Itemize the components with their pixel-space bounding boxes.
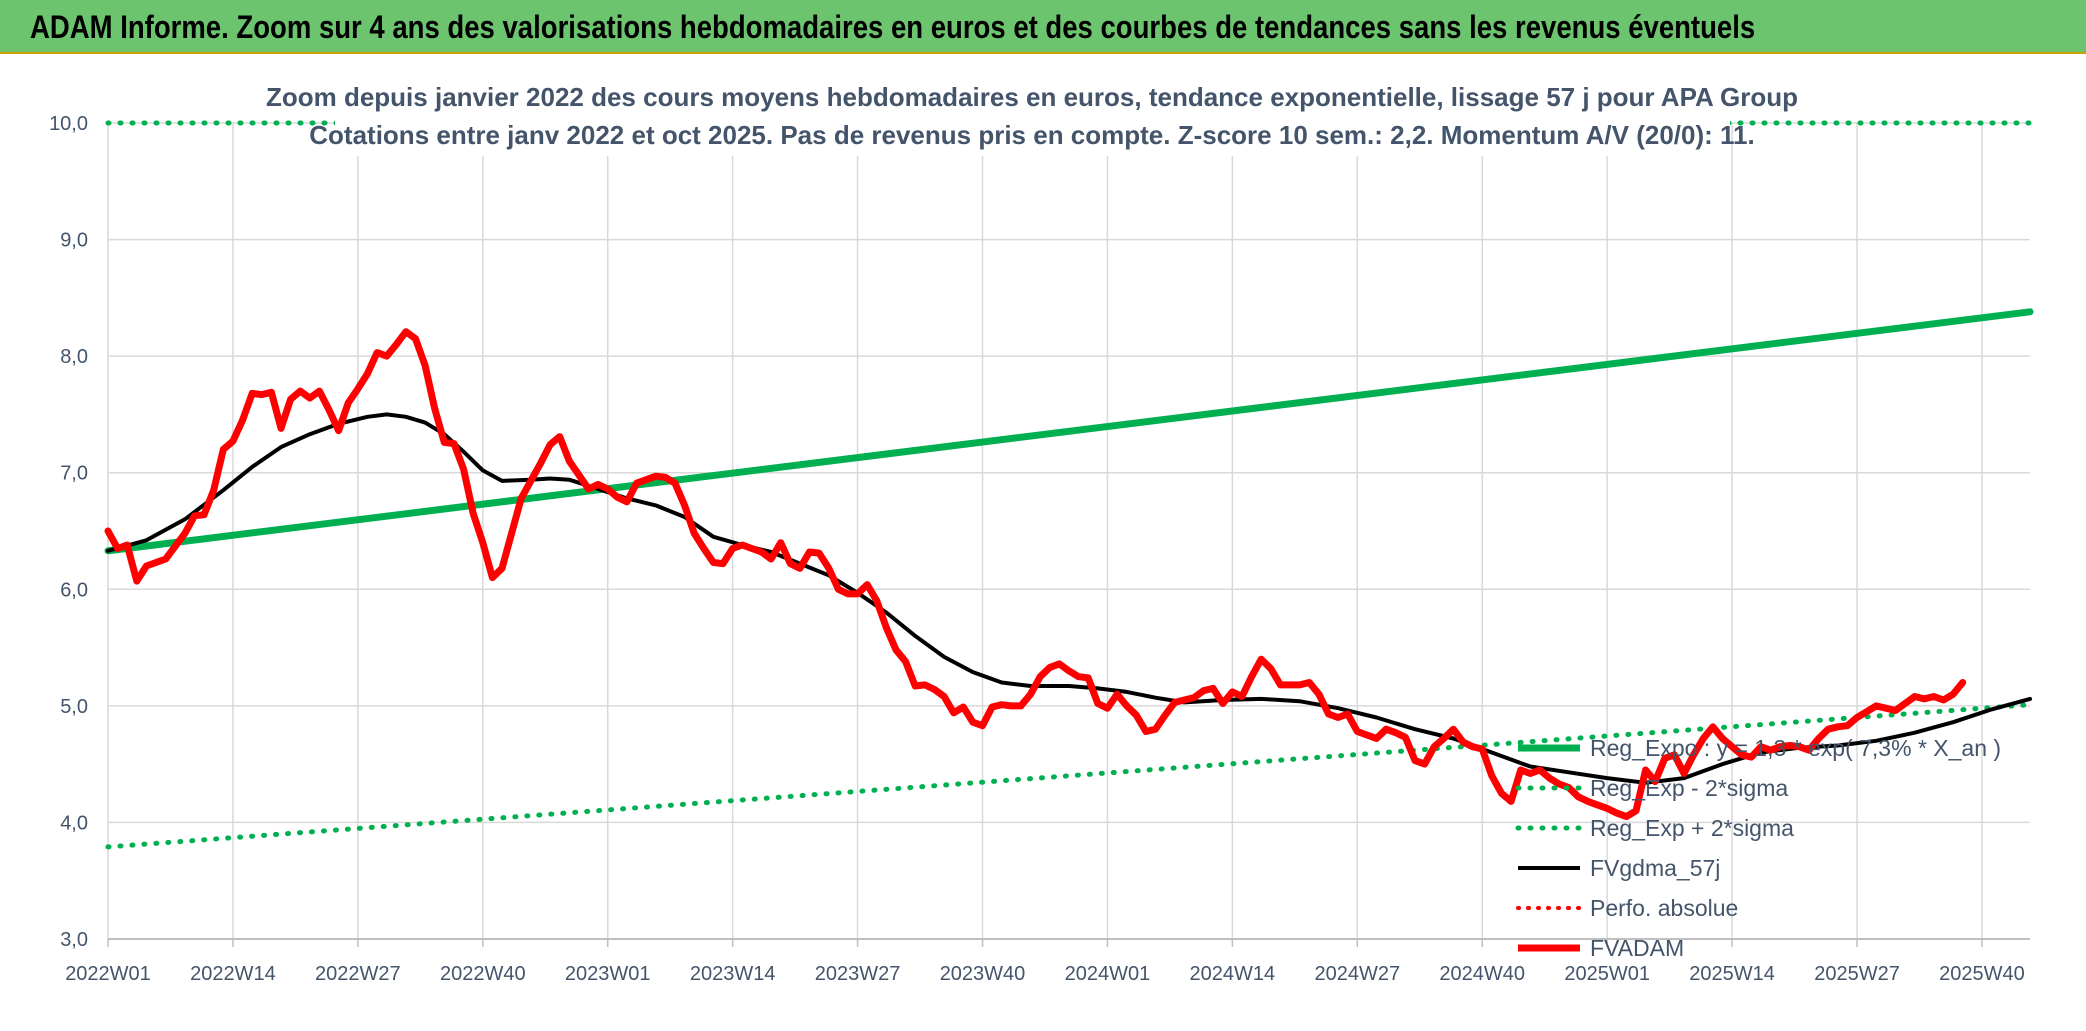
x-tick-label: 2023W14 bbox=[690, 963, 776, 985]
chart-area: 3,0 4,0 5,0 6,0 7,0 8,0 9,0 10,0 2022W01 2022W14… bbox=[0, 54, 2086, 1031]
y-tick-label: 6,0 bbox=[60, 579, 88, 601]
y-tick-label: 5,0 bbox=[60, 696, 88, 718]
y-tick-label: 8,0 bbox=[60, 346, 88, 368]
x-tick-label: 2024W14 bbox=[1190, 963, 1276, 985]
x-tick-label: 2023W40 bbox=[940, 963, 1026, 985]
x-tick-label: 2022W27 bbox=[315, 963, 401, 985]
x-tick-label: 2025W40 bbox=[1939, 963, 2025, 985]
chart-title-line1: Zoom depuis janvier 2022 des cours moyen… bbox=[266, 82, 1798, 112]
x-tick-label: 2025W14 bbox=[1689, 963, 1775, 985]
x-tick-label: 2025W01 bbox=[1564, 963, 1650, 985]
y-tick-label: 10,0 bbox=[49, 113, 88, 135]
x-tick-label: 2024W01 bbox=[1065, 963, 1151, 985]
x-tick-label: 2022W01 bbox=[65, 963, 151, 985]
reg-expo-line bbox=[104, 308, 2034, 555]
legend: Reg_Expo : y = 1,3 * exp( 7,3% * X_an ) R… bbox=[1515, 735, 2001, 961]
fvadam-line bbox=[104, 328, 1967, 821]
y-axis-ticks: 3,0 4,0 5,0 6,0 7,0 8,0 9,0 10,0 bbox=[49, 113, 88, 951]
legend-label: Reg_Exp - 2*sigma bbox=[1590, 775, 1788, 801]
y-tick-label: 7,0 bbox=[60, 463, 88, 485]
chart-title-line2: Cotations entre janv 2022 et oct 2025. P… bbox=[309, 120, 1754, 150]
legend-label: FVADAM bbox=[1590, 935, 1684, 961]
x-axis-ticks: 2022W01 2022W14 2022W27 2022W40 2023W01 2023W… bbox=[65, 963, 2025, 985]
x-tick-label: 2023W01 bbox=[565, 963, 651, 985]
y-tick-label: 4,0 bbox=[60, 812, 88, 834]
y-tick-label: 9,0 bbox=[60, 230, 88, 252]
x-tick-label: 2023W27 bbox=[815, 963, 901, 985]
legend-label: Reg_Exp + 2*sigma bbox=[1590, 815, 1794, 841]
line-chart: 3,0 4,0 5,0 6,0 7,0 8,0 9,0 10,0 2022W01 2022W14… bbox=[49, 72, 2034, 985]
legend-label: Reg_Expo : y = 1,3 * exp( 7,3% * X_an ) bbox=[1590, 735, 2001, 761]
grid bbox=[107, 122, 2030, 947]
x-tick-label: 2024W27 bbox=[1314, 963, 1400, 985]
title-banner: ADAM Informe. Zoom sur 4 ans des valoris… bbox=[0, 0, 2086, 54]
legend-label: Perfo. absolue bbox=[1590, 895, 1738, 921]
fvgdma-57j-line bbox=[106, 412, 2032, 785]
x-tick-label: 2022W40 bbox=[440, 963, 526, 985]
x-tick-label: 2025W27 bbox=[1814, 963, 1900, 985]
title-backdrop bbox=[335, 72, 1730, 156]
y-tick-label: 3,0 bbox=[60, 929, 88, 951]
report-title: ADAM Informe. Zoom sur 4 ans des valoris… bbox=[30, 9, 1756, 45]
x-tick-label: 2024W40 bbox=[1439, 963, 1525, 985]
x-tick-label: 2022W14 bbox=[190, 963, 276, 985]
legend-label: FVgdma_57j bbox=[1590, 855, 1720, 881]
